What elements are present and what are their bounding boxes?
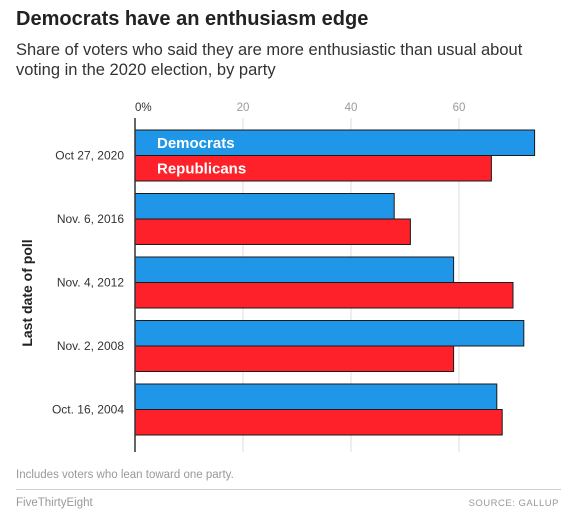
bar-republicans <box>134 345 455 372</box>
bar-democrats <box>134 320 525 347</box>
source-label: SOURCE: GALLUP <box>468 498 559 509</box>
bar-chart: 0% 20 40 60 Oct 27, 2020 Nov. 6, 2016 Nov. 4, … <box>19 102 536 452</box>
x-tick-label: 60 <box>453 102 466 114</box>
x-tick-label: 40 <box>345 102 358 114</box>
category-label: Nov. 4, 2012 <box>57 276 124 290</box>
footnote: Includes voters who lean toward one part… <box>16 469 234 481</box>
legend-label-democrats: Democrats <box>157 135 235 152</box>
y-axis-title: Last date of poll <box>19 239 35 346</box>
bar-republicans <box>134 409 503 436</box>
brand-label: FiveThirtyEight <box>16 497 93 509</box>
chart-subtitle: Share of voters who said they are more e… <box>16 41 523 79</box>
category-label: Oct 27, 2020 <box>55 149 124 163</box>
x-tick-label: 0% <box>135 102 152 114</box>
x-tick-label: 20 <box>237 102 250 114</box>
legend-label-republicans: Republicans <box>157 161 246 178</box>
category-label: Nov. 2, 2008 <box>57 339 124 353</box>
chart-title: Democrats have an enthusiasm edge <box>16 8 369 30</box>
category-label: Nov. 6, 2016 <box>57 212 124 226</box>
bar-democrats <box>134 256 455 283</box>
bar-democrats <box>134 383 498 410</box>
category-label: Oct. 16, 2004 <box>52 403 124 417</box>
bar-democrats <box>134 193 395 220</box>
footer-divider <box>16 489 561 490</box>
bar-republicans <box>134 155 492 182</box>
bar-republicans <box>134 218 411 245</box>
bar-republicans <box>134 282 514 309</box>
